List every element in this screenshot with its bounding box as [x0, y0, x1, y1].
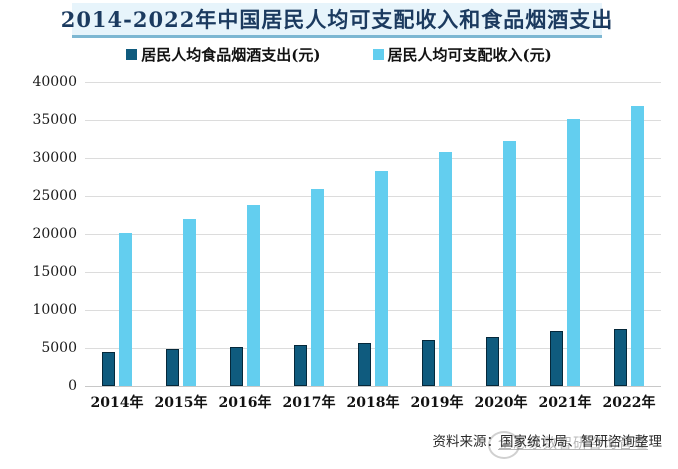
- x-axis-labels: 2014年 2015年 2016年 2017年 2018年 2019年 2020年 2021年…: [85, 392, 661, 412]
- chart-title: 2014-2022年中国居民人均可支配收入和食品烟酒支出: [60, 7, 614, 32]
- y-tick-label-40000: 40000: [32, 74, 77, 90]
- y-tick-label-5000: 5000: [41, 340, 77, 356]
- x-tick-label-2016年: 2016年: [218, 395, 272, 411]
- gridline-35000: [85, 120, 661, 121]
- y-tick-label-10000: 10000: [32, 302, 77, 318]
- legend: 居民人均食品烟酒支出(元) 居民人均可支配收入(元): [0, 44, 678, 64]
- bar-food-tobacco-liquor-expenditure-2018年: [358, 343, 371, 386]
- chart-title-band: 2014-2022年中国居民人均可支配收入和食品烟酒支出: [61, 3, 612, 38]
- bar-group-2021年: [533, 82, 597, 386]
- bar-food-tobacco-liquor-expenditure-2014年: [102, 351, 115, 386]
- bar-disposable-income-2018年: [375, 171, 388, 386]
- x-tick-label-2022年: 2022年: [602, 395, 656, 411]
- bar-food-tobacco-liquor-expenditure-2016年: [230, 346, 243, 386]
- bar-food-tobacco-liquor-expenditure-2017年: [294, 345, 307, 386]
- gridline-40000: [85, 82, 661, 83]
- source-note: 资料来源：国家统计局、智研咨询整理: [432, 434, 663, 450]
- x-tick-label-2019年: 2019年: [410, 395, 464, 411]
- legend-label-income: 居民人均可支配收入(元): [387, 45, 552, 64]
- y-tick-label-35000: 35000: [32, 112, 77, 128]
- y-tick-label-0: 0: [68, 378, 77, 394]
- bar-group-2014年: [85, 82, 149, 386]
- bar-group-2022年: [597, 82, 661, 386]
- bar-food-tobacco-liquor-expenditure-2020年: [486, 337, 499, 386]
- y-tick-label-30000: 30000: [32, 150, 77, 166]
- legend-label-expenditure: 居民人均食品烟酒支出(元): [141, 45, 321, 64]
- bar-food-tobacco-liquor-expenditure-2022年: [614, 329, 627, 386]
- x-axis-line: [85, 386, 661, 387]
- gridline-30000: [85, 158, 661, 159]
- bar-disposable-income-2014年: [119, 232, 132, 386]
- bar-group-2016年: [213, 82, 277, 386]
- bar-groups: [85, 82, 661, 386]
- gridline-10000: [85, 310, 661, 311]
- gridline-15000: [85, 272, 661, 273]
- x-tick-label-2017年: 2017年: [282, 395, 336, 411]
- legend-swatch-expenditure-icon: [126, 48, 138, 60]
- bar-disposable-income-2015年: [183, 219, 196, 386]
- bar-group-2017年: [277, 82, 341, 386]
- bar-food-tobacco-liquor-expenditure-2019年: [422, 339, 435, 386]
- bar-food-tobacco-liquor-expenditure-2015年: [166, 349, 179, 386]
- gridline-25000: [85, 196, 661, 197]
- bar-group-2018年: [341, 82, 405, 386]
- bar-group-2020年: [469, 82, 533, 386]
- y-tick-label-20000: 20000: [32, 226, 77, 242]
- gridline-20000: [85, 234, 661, 235]
- bar-disposable-income-2016年: [247, 204, 260, 386]
- bar-group-2015年: [149, 82, 213, 386]
- legend-item-expenditure: 居民人均食品烟酒支出(元): [126, 44, 321, 65]
- legend-item-income: 居民人均可支配收入(元): [372, 44, 552, 65]
- x-tick-label-2020年: 2020年: [474, 395, 528, 411]
- plot-area: 0 5000 10000 15000 20000 25000 30000 35000 40000: [32, 75, 661, 393]
- x-tick-label-2014年: 2014年: [90, 395, 144, 411]
- x-tick-label-2018年: 2018年: [346, 395, 400, 411]
- bar-group-2019年: [405, 82, 469, 386]
- bar-disposable-income-2020年: [503, 141, 516, 386]
- y-tick-label-15000: 15000: [32, 264, 77, 280]
- bar-disposable-income-2022年: [631, 105, 644, 386]
- bar-disposable-income-2021年: [567, 119, 580, 386]
- gridline-5000: [85, 348, 661, 349]
- bar-food-tobacco-liquor-expenditure-2021年: [550, 331, 563, 386]
- bar-disposable-income-2017年: [311, 188, 324, 386]
- x-tick-label-2015年: 2015年: [154, 395, 208, 411]
- legend-swatch-income-icon: [372, 48, 384, 60]
- bar-disposable-income-2019年: [439, 152, 452, 386]
- x-tick-label-2021年: 2021年: [538, 395, 592, 411]
- y-tick-label-25000: 25000: [32, 188, 77, 204]
